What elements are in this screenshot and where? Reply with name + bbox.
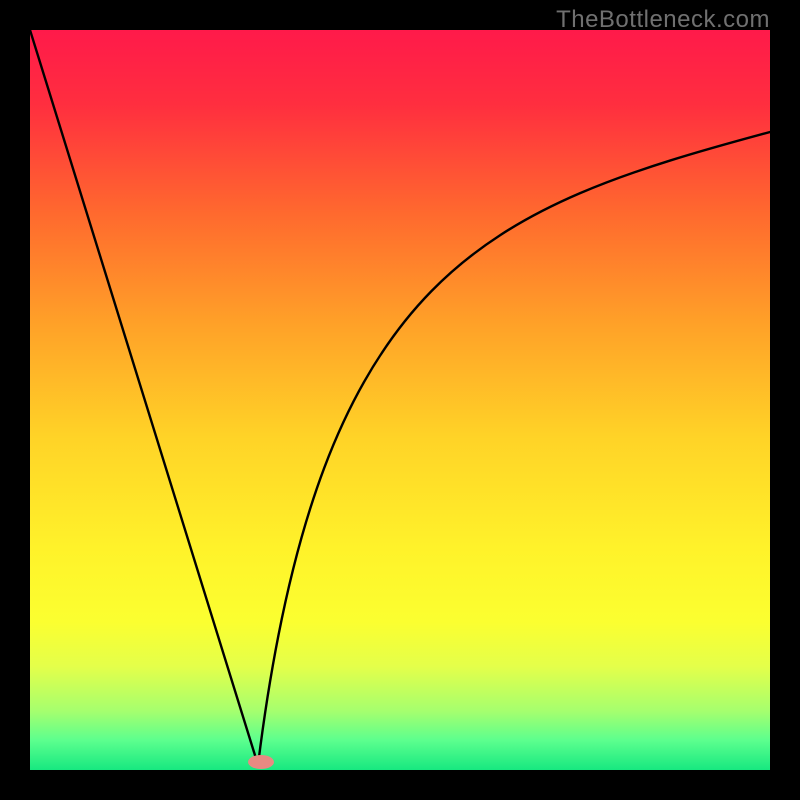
bottleneck-plot	[30, 30, 770, 770]
plot-background	[30, 30, 770, 770]
dip-marker	[248, 755, 274, 769]
chart-frame: TheBottleneck.com	[0, 0, 800, 800]
bottleneck-svg	[30, 30, 770, 770]
